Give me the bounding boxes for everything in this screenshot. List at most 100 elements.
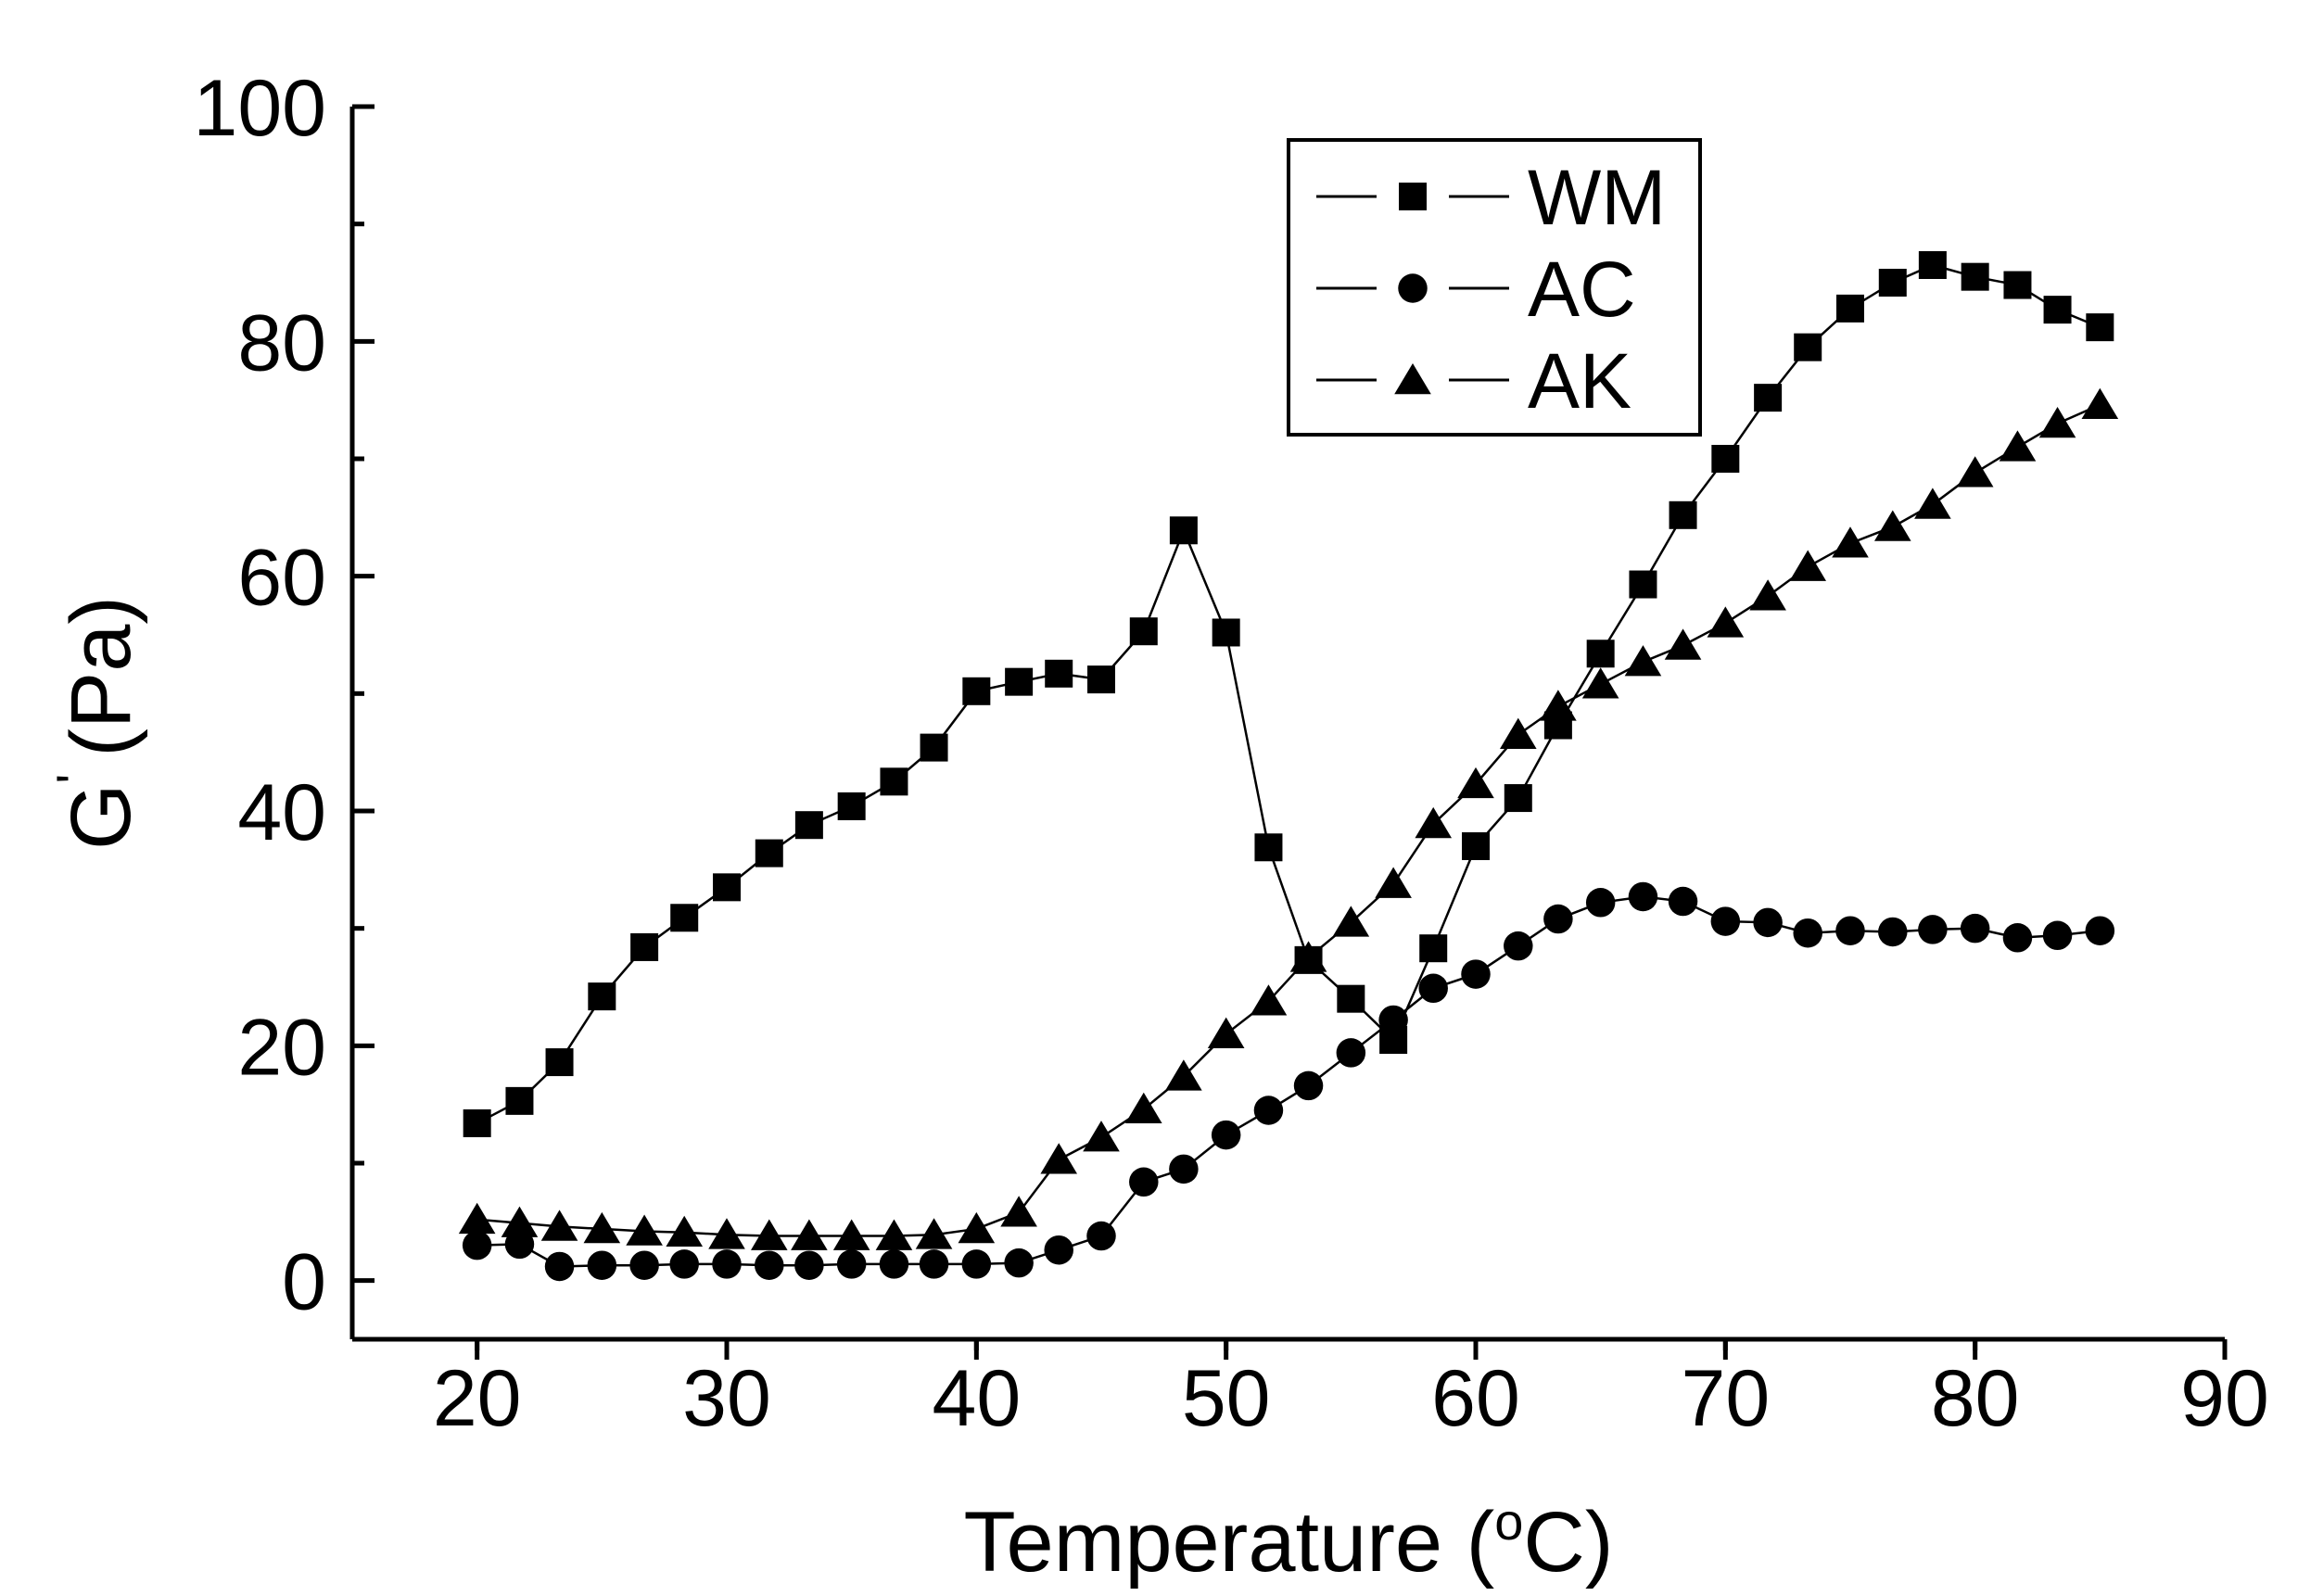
series-wm-point — [1169, 516, 1198, 545]
y-axis-title: G' (Pa) — [45, 596, 148, 850]
series-ak-point — [1124, 1092, 1162, 1124]
series-wm-point — [794, 811, 823, 840]
series-ak-point — [1040, 1143, 1078, 1174]
series-wm-point — [1794, 333, 1822, 361]
series-ac-point — [1086, 1221, 1116, 1251]
series-ac-point — [1418, 973, 1448, 1004]
series-ac-point — [1336, 1038, 1366, 1068]
series-ac-point — [2085, 916, 2115, 945]
series-ac-point — [712, 1249, 742, 1279]
series-ak-point — [1375, 867, 1412, 898]
series-ak-point — [501, 1206, 539, 1237]
series-ac-point — [755, 1250, 784, 1280]
series-wm-point — [1754, 384, 1783, 412]
y-axis-title-main: G — [54, 783, 148, 850]
series-ak-point — [1207, 1017, 1245, 1048]
x-tick-label: 80 — [1931, 1354, 2020, 1443]
series-ac-point — [544, 1251, 575, 1282]
legend-label-ac: AC — [1528, 246, 1636, 333]
series-ac-point — [1835, 916, 1865, 945]
series-ac-point — [919, 1249, 949, 1279]
series-wm-point — [1711, 445, 1740, 473]
series-wm-point — [1462, 832, 1490, 860]
series-ac-line — [476, 895, 2101, 1268]
series-wm-point — [1669, 500, 1697, 529]
series-ak-point — [832, 1219, 870, 1250]
series-wm-point — [2043, 296, 2072, 324]
series-wm-point — [630, 932, 659, 961]
y-tick-label: 100 — [194, 64, 327, 153]
series-wm-point — [463, 1108, 491, 1137]
series-wm-point — [1254, 833, 1283, 862]
legend-entry-ak: AK — [1316, 337, 1631, 424]
series-ac-point — [961, 1249, 992, 1279]
x-tick-label: 20 — [433, 1354, 522, 1443]
series-wm-point — [1045, 659, 1073, 688]
series-wm-point — [2003, 271, 2032, 299]
series-wm-point — [1212, 618, 1240, 647]
plot-area: 20 30 40 50 60 70 80 90 0 20 40 60 80 100 — [194, 64, 2269, 1443]
series-wm-point — [1629, 570, 1657, 599]
series-ac-point — [1378, 1005, 1408, 1035]
x-tick-label: 70 — [1681, 1354, 1770, 1443]
series-ak-point — [1956, 456, 1994, 488]
series-ac-point — [1044, 1235, 1073, 1265]
series-ak-point — [958, 1211, 996, 1244]
series-ac-point — [794, 1250, 824, 1280]
series-ak-point — [2038, 407, 2076, 438]
series-wm-point — [837, 792, 866, 820]
series-ak-point — [1083, 1121, 1120, 1152]
series-ak-point — [1499, 717, 1537, 749]
series-wm-point — [588, 982, 616, 1011]
series-wm-point — [755, 839, 783, 868]
series-ac — [462, 881, 2115, 1282]
series-wm-line — [476, 263, 2101, 1125]
series-ak-point — [1332, 906, 1370, 937]
series-ak-point — [1873, 510, 1911, 541]
series-ak-point — [1624, 645, 1662, 677]
series-ac-point — [1585, 888, 1616, 918]
y-ticks: 0 20 40 60 80 100 — [194, 64, 375, 1327]
x-tick-label: 90 — [2180, 1354, 2269, 1443]
x-axis-title-degree: o — [1494, 1492, 1523, 1551]
series-ac-point — [587, 1250, 617, 1280]
x-tick-label: 60 — [1431, 1354, 1520, 1443]
series-ac-point — [1169, 1154, 1199, 1184]
series-wm-point — [962, 677, 991, 705]
series-ac-point — [1878, 917, 1908, 947]
series-ak-point — [2081, 387, 2119, 420]
series-ak-point — [1749, 579, 1786, 611]
series-ac-point — [1004, 1248, 1034, 1278]
series-ac-point — [1461, 959, 1491, 989]
x-tick-label: 50 — [1182, 1354, 1271, 1443]
series-ak-point — [1289, 941, 1327, 972]
series-ak-point — [915, 1218, 953, 1249]
series-ak-point — [666, 1215, 704, 1248]
series-wm-point — [1918, 251, 1947, 279]
series-ak-point — [1789, 550, 1827, 581]
series-ac-point — [1710, 906, 1741, 936]
series-ac-point — [462, 1230, 492, 1260]
y-axis-title-prime: ' — [45, 774, 104, 784]
legend-entry-ac: AC — [1316, 246, 1636, 333]
y-axis-title-unit: (Pa) — [54, 596, 148, 757]
series-ak-point — [626, 1214, 663, 1246]
series-ac-point — [1543, 904, 1573, 934]
series-ak-line — [476, 403, 2101, 1237]
series-ak-point — [540, 1210, 578, 1241]
series-ak-point — [1250, 984, 1288, 1016]
series-wm-point — [1504, 784, 1532, 813]
series-ak-point — [708, 1218, 745, 1249]
legend-label-ak: AK — [1528, 337, 1631, 424]
series-ak-point — [1415, 806, 1453, 839]
series-ac-point — [1628, 881, 1658, 912]
series-ak-point — [875, 1219, 913, 1250]
series-wm-point — [1005, 667, 1034, 696]
series-wm — [463, 251, 2114, 1137]
series-ac-point — [1293, 1070, 1324, 1101]
y-tick-label: 40 — [237, 768, 326, 857]
series-ac-point — [1960, 913, 1990, 944]
series-wm-point — [1836, 294, 1864, 323]
